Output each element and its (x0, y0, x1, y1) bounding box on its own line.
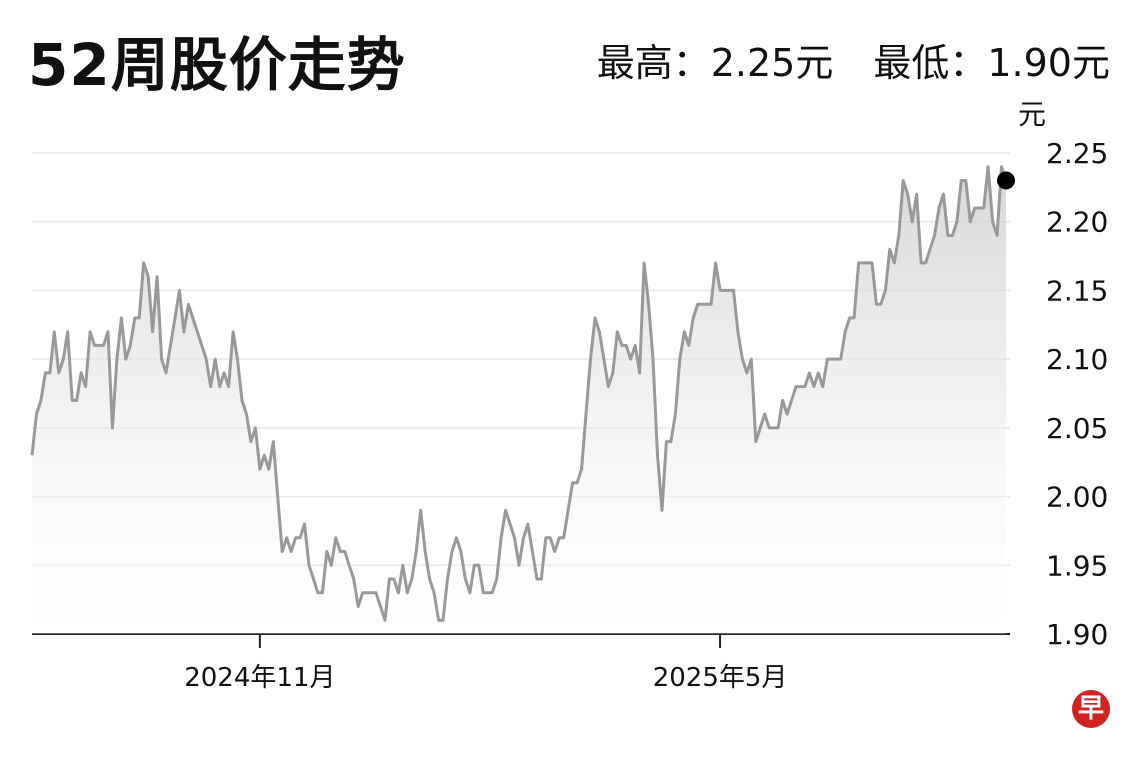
price-area (32, 166, 1006, 634)
y-tick-label: 2.25 (1046, 137, 1108, 170)
high-price: 最高：2.25元 (596, 41, 834, 85)
y-tick-label: 2.20 (1046, 206, 1108, 239)
y-tick-label: 2.00 (1046, 481, 1108, 514)
y-tick-label: 2.15 (1046, 274, 1108, 307)
publisher-logo: 早 (1072, 690, 1110, 728)
y-tick-label: 1.95 (1046, 549, 1108, 582)
y-tick-label: 2.10 (1046, 343, 1108, 376)
low-price: 最低：1.90元 (873, 41, 1110, 85)
chart-title: 52周股价走势 (28, 31, 406, 99)
y-unit-label: 元 (1018, 98, 1046, 131)
last-point-marker (997, 171, 1015, 190)
x-tick-label: 2025年5月 (653, 663, 788, 693)
x-tick-label: 2024年11月 (184, 663, 335, 693)
price-stats: 最高：2.25元 最低：1.90元 (597, 32, 1110, 87)
y-tick-label: 2.05 (1046, 412, 1108, 445)
price-line (30, 165, 1008, 622)
y-tick-label: 1.90 (1046, 618, 1108, 651)
y-axis: 2.25 2.20 2.15 2.10 2.05 2.00 1.95 1.90 (1046, 137, 1108, 651)
x-axis: 2024年11月 2025年5月 (184, 634, 787, 693)
